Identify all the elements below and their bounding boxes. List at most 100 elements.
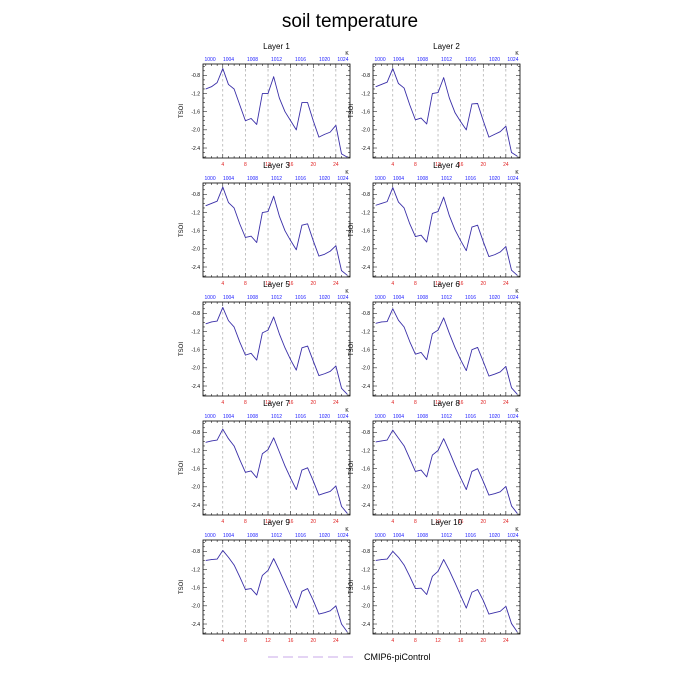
data-point — [250, 588, 252, 589]
top-tick-label: 1004 — [223, 533, 234, 539]
data-point — [516, 631, 518, 633]
top-tick-label: 1000 — [205, 533, 216, 539]
data-point — [488, 613, 490, 615]
data-point — [454, 112, 456, 113]
y-tick-label: -2.0 — [361, 604, 370, 610]
top-tick-label: 1000 — [205, 176, 216, 182]
y-tick-label: -2.4 — [361, 503, 370, 509]
top-tick-label: 1020 — [489, 176, 500, 182]
y-axis-label: TSOI — [179, 580, 185, 594]
data-point — [346, 393, 348, 395]
top-tick-label: 1008 — [247, 176, 258, 182]
data-point — [449, 451, 450, 452]
bottom-tick-label: 4 — [221, 638, 224, 644]
data-point — [432, 454, 433, 456]
data-point — [505, 486, 507, 487]
data-point — [250, 470, 252, 472]
data-point — [262, 212, 263, 213]
data-point — [482, 481, 484, 482]
data-point — [228, 84, 229, 85]
top-tick-label: 1004 — [393, 533, 404, 539]
data-point — [465, 489, 467, 490]
data-point — [494, 493, 495, 494]
top-axis-unit: K — [345, 170, 349, 176]
y-tick-label: -1.2 — [361, 329, 370, 335]
bottom-tick-label: 20 — [480, 162, 486, 168]
bottom-tick-label: 8 — [244, 281, 247, 287]
y-tick-label: -1.2 — [361, 567, 370, 573]
top-tick-label: 1012 — [441, 57, 452, 63]
top-tick-label: 1000 — [205, 414, 216, 420]
top-tick-label: 1008 — [417, 176, 428, 182]
y-tick-label: -2.0 — [361, 247, 370, 253]
data-point — [460, 359, 461, 360]
data-point — [256, 124, 258, 125]
data-point — [211, 203, 212, 204]
bottom-tick-label: 4 — [391, 281, 394, 287]
data-point — [477, 468, 478, 469]
top-axis-unit: K — [515, 51, 519, 57]
panel-title: Layer 9 — [263, 518, 290, 527]
y-tick-label: -1.6 — [361, 109, 370, 115]
data-point — [409, 576, 411, 577]
bottom-tick-label: 20 — [480, 519, 486, 525]
top-tick-label: 1012 — [441, 533, 452, 539]
data-point — [403, 326, 405, 328]
data-point — [329, 491, 331, 492]
data-point — [477, 347, 478, 348]
data-point — [488, 256, 490, 257]
data-point — [233, 207, 235, 209]
data-point — [420, 587, 422, 589]
data-point — [499, 491, 501, 493]
data-point — [415, 588, 416, 589]
data-point — [375, 323, 377, 324]
bottom-tick-label: 4 — [391, 519, 394, 525]
y-tick-label: -1.6 — [361, 228, 370, 234]
data-point — [482, 361, 484, 362]
data-point — [381, 559, 382, 560]
y-tick-label: -1.2 — [191, 567, 200, 573]
top-tick-label: 1020 — [319, 57, 330, 63]
top-tick-label: 1004 — [223, 295, 234, 301]
top-tick-label: 1012 — [441, 176, 452, 182]
y-tick-label: -1.2 — [191, 448, 200, 454]
data-point — [307, 588, 308, 589]
data-point — [245, 472, 246, 473]
bottom-tick-label: 16 — [458, 162, 464, 168]
y-tick-label: -2.4 — [191, 265, 200, 271]
data-point — [279, 97, 280, 99]
data-point — [216, 320, 218, 322]
data-point — [216, 439, 218, 441]
data-point — [318, 613, 320, 615]
data-point — [409, 223, 411, 225]
data-point — [250, 353, 252, 354]
data-point — [443, 438, 444, 440]
y-axis-label: TSOI — [179, 223, 185, 237]
data-point — [318, 494, 320, 496]
y-tick-label: -2.0 — [361, 366, 370, 372]
top-tick-label: 1020 — [319, 176, 330, 182]
top-tick-label: 1024 — [337, 414, 348, 420]
data-point — [437, 329, 439, 331]
chart-panel-5: Layer 5 4 8 12 16 20 24 1000 1004 1008 1012 1016 102… — [179, 280, 351, 406]
data-point — [301, 469, 303, 471]
data-point — [290, 477, 291, 479]
data-point — [273, 558, 274, 559]
series-line — [205, 428, 348, 514]
data-point — [284, 111, 286, 112]
bottom-tick-label: 12 — [265, 638, 271, 644]
y-tick-label: -0.8 — [191, 311, 200, 317]
data-point — [494, 254, 495, 256]
top-tick-label: 1024 — [507, 176, 518, 182]
y-tick-label: -2.0 — [191, 604, 200, 610]
data-point — [471, 349, 473, 350]
data-point — [505, 605, 507, 607]
data-point — [250, 118, 252, 119]
y-tick-label: -0.8 — [361, 549, 370, 555]
data-point — [465, 250, 467, 251]
data-point — [381, 440, 382, 442]
bottom-tick-label: 16 — [458, 638, 464, 644]
y-tick-label: -0.8 — [191, 73, 200, 79]
data-point — [398, 556, 399, 558]
data-point — [205, 560, 207, 561]
